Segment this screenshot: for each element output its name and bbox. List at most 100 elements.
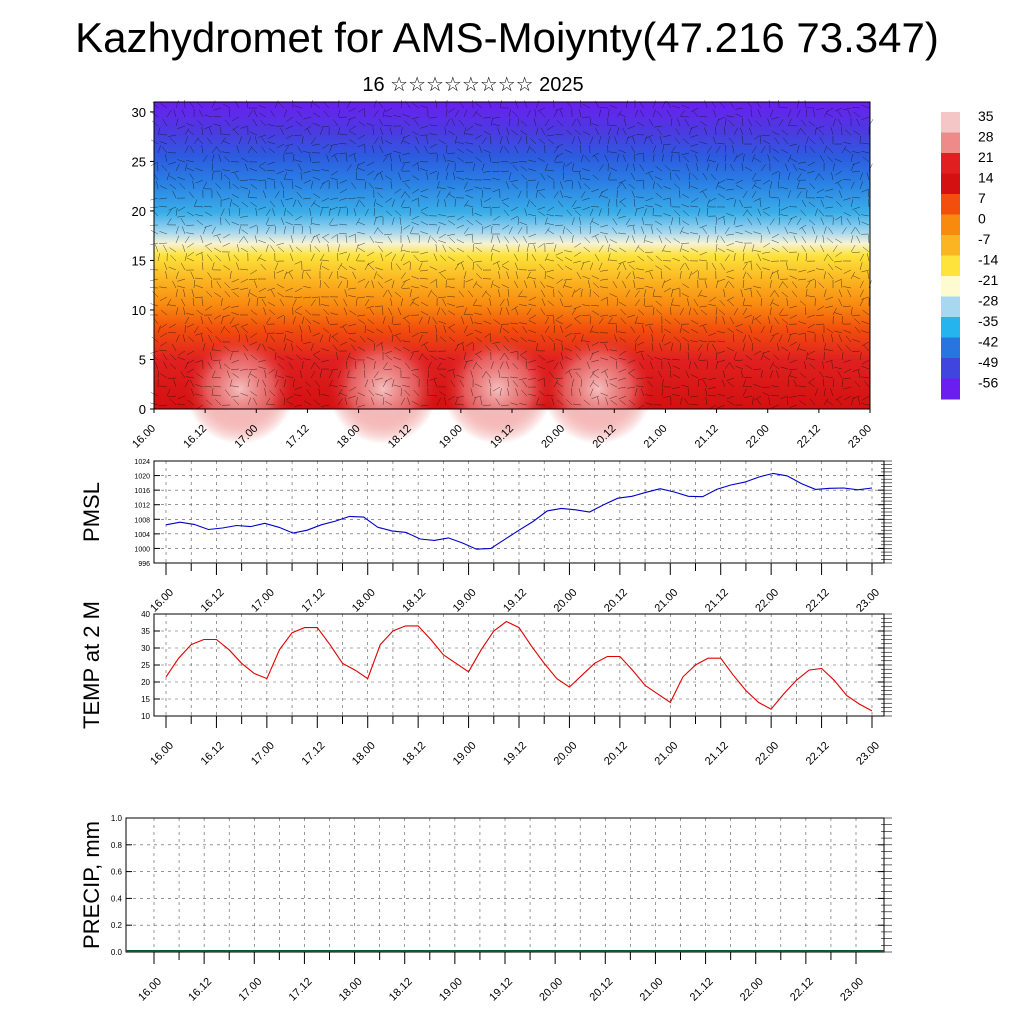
wind-barb [204, 205, 213, 208]
wind-barb [180, 217, 186, 226]
wind-barb [294, 311, 303, 316]
wind-barb [852, 151, 861, 154]
wind-barb [388, 307, 393, 316]
wind-barb [825, 359, 834, 363]
wind-barb [740, 370, 744, 379]
wind-barb [269, 390, 276, 397]
wind-barb [346, 370, 350, 379]
wind-barb [655, 255, 663, 262]
wind-barb [240, 323, 249, 328]
wind-barb [249, 341, 258, 346]
wind-barb [726, 395, 735, 400]
wind-barb [255, 208, 258, 217]
wind-barb [197, 137, 204, 145]
wind-barb [501, 404, 510, 407]
wind-barb [556, 278, 564, 284]
wind-barb [744, 385, 753, 388]
colorbar-label: -35 [978, 313, 998, 329]
wind-barb [193, 199, 198, 208]
wind-barb [607, 317, 613, 325]
wind-barb [346, 164, 352, 172]
wind-barb [845, 344, 852, 352]
wind-barb [867, 271, 870, 280]
wind-barb [798, 269, 807, 273]
wind-barb [560, 190, 564, 199]
wind-barb [184, 361, 189, 370]
wind-barb [220, 325, 225, 334]
wind-barb [400, 127, 403, 136]
wind-barb [760, 298, 763, 307]
wind-barb [507, 289, 510, 298]
wind-barb [188, 191, 195, 199]
wind-barb [825, 305, 834, 309]
wind-barb [166, 172, 170, 181]
wind-barb [778, 280, 784, 289]
wind-barb [310, 343, 314, 352]
wind-barb [501, 284, 510, 289]
wind-barb [763, 179, 771, 185]
wind-barb [564, 278, 573, 281]
wind-barb [470, 370, 474, 379]
wind-barb [388, 325, 393, 334]
wind-barb [490, 388, 492, 397]
wind-barb [834, 330, 843, 334]
wind-barb [463, 109, 468, 118]
wind-barb [238, 226, 241, 235]
wind-barb [151, 120, 159, 127]
wind-barb [483, 149, 492, 154]
wind-barb [610, 399, 618, 406]
wind-barb [796, 253, 799, 262]
wind-barb [429, 143, 438, 148]
wind-barb [847, 289, 852, 298]
wind-barb [526, 145, 531, 154]
wind-barb [483, 197, 492, 203]
wind-barb [757, 253, 762, 262]
wind-barb [715, 244, 718, 253]
wind-barb [310, 100, 313, 109]
wind-barb [744, 287, 753, 290]
wind-barb [837, 118, 843, 127]
wind-barb [357, 143, 366, 148]
wind-barb [492, 260, 501, 265]
wind-barb [522, 326, 528, 334]
wind-barb [175, 334, 180, 343]
wind-barb [354, 361, 357, 370]
wind-barb [636, 341, 645, 346]
wind-barb [820, 244, 825, 253]
wind-barb [357, 346, 366, 352]
wind-barb [195, 214, 204, 217]
wind-barb [411, 368, 420, 371]
wind-barb [160, 103, 168, 109]
wind-barb [465, 332, 474, 337]
wind-barb [645, 197, 654, 202]
wind-barb [349, 125, 357, 131]
wind-barb [285, 197, 294, 201]
wind-barb [250, 332, 258, 338]
wind-barb [537, 206, 546, 210]
wind-barb [389, 154, 393, 163]
wind-barb [517, 290, 523, 298]
wind-barb [669, 370, 672, 379]
wind-barb [771, 332, 780, 337]
wind-barb [312, 176, 321, 181]
wind-barb [605, 397, 609, 406]
wind-barb [652, 181, 655, 190]
wind-barb [490, 253, 493, 262]
wind-barb [670, 343, 674, 352]
wind-barb [681, 104, 690, 109]
wind-barb [276, 375, 285, 379]
wind-barb [442, 298, 447, 307]
wind-barb [357, 221, 366, 226]
wind-barb [303, 341, 312, 345]
wind-barb [861, 376, 870, 379]
wind-barb [744, 260, 753, 264]
colorbar-swatch [941, 276, 960, 297]
wind-barb [654, 357, 663, 361]
wind-barb [295, 246, 303, 253]
wind-barb [787, 154, 792, 163]
wind-barb [390, 262, 393, 271]
wind-barb [591, 368, 600, 373]
wind-barb [675, 128, 681, 136]
wind-barb [279, 298, 285, 307]
wind-barb [679, 226, 684, 235]
